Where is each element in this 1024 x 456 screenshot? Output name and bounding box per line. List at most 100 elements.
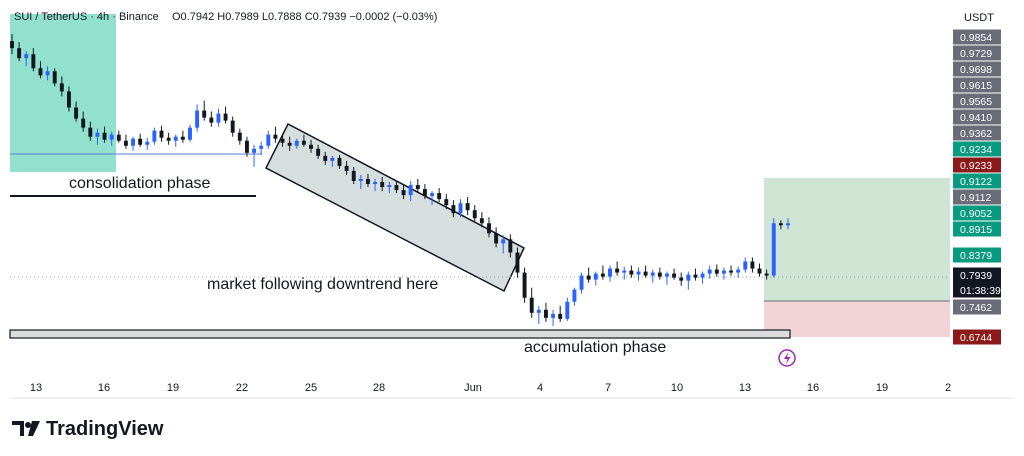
candle [88, 121, 93, 141]
time-axis[interactable]: 13 16 19 22 25 28 Jun 4 7 10 13 16 19 2 [30, 382, 951, 394]
candle [394, 180, 399, 194]
candle-body [244, 140, 249, 153]
x-tick-label: 28 [373, 382, 385, 394]
price-tag-label: 0.8915 [960, 224, 992, 236]
price-tag: 0.7000 [960, 319, 992, 331]
candle [707, 265, 712, 279]
candle-body [536, 309, 541, 313]
x-tick-label: 22 [236, 382, 248, 394]
price-tag-label: 0.9729 [960, 48, 992, 60]
candle [366, 173, 370, 188]
candle [686, 271, 691, 290]
price-tag-label: 0.9362 [960, 128, 992, 140]
candle [750, 257, 755, 273]
candle [287, 136, 292, 151]
candle-body [700, 273, 705, 278]
candle-body [721, 270, 726, 274]
candle-body [223, 113, 228, 121]
price-tag-bg [953, 299, 1001, 315]
x-tick-label: 19 [167, 382, 179, 394]
candle-body [408, 185, 413, 196]
candle-body [102, 132, 107, 140]
candle-body [757, 268, 762, 274]
candle [223, 106, 228, 124]
candle [515, 247, 520, 278]
candle-body [572, 289, 577, 302]
candle [600, 265, 605, 280]
candle [622, 266, 627, 280]
candle [522, 267, 527, 303]
candle-body [17, 48, 22, 59]
candle [430, 191, 434, 206]
candle-body [95, 132, 100, 137]
candle [501, 235, 506, 254]
candle [102, 126, 107, 143]
candle-body [109, 134, 114, 140]
tradingview-logo: TradingView [12, 418, 164, 440]
price-tag-bg [953, 157, 1001, 173]
candle-body [380, 182, 385, 188]
candle [444, 194, 449, 210]
price-tag-label: 0.9112 [960, 192, 991, 204]
candle [401, 185, 406, 200]
candle-body [565, 301, 570, 319]
price-tag-label: 0.9052 [960, 208, 992, 220]
candle-body [195, 110, 200, 128]
candle-body [551, 313, 556, 318]
candle-body [337, 157, 342, 166]
price-tag-label: 0.7000 [960, 319, 992, 331]
candle [195, 104, 200, 132]
candle [237, 128, 242, 145]
accumulation-zone-bar [9, 329, 791, 339]
candle-body [316, 148, 321, 156]
event-marker[interactable] [778, 349, 796, 367]
candle [643, 265, 648, 278]
candle [159, 125, 164, 142]
accumulation-label: accumulation phase [524, 339, 666, 356]
candle-body [714, 269, 719, 274]
candle [657, 267, 662, 280]
candle [636, 267, 641, 281]
candle [458, 199, 463, 218]
candle [109, 131, 114, 146]
candle [244, 136, 249, 157]
candle-body [430, 193, 434, 197]
price-tag-bg [953, 267, 1001, 283]
candle [786, 218, 790, 230]
candle [494, 227, 499, 248]
candle-body [629, 270, 634, 275]
stop-loss-zone [764, 301, 950, 337]
candle [415, 178, 420, 194]
price-tag-label: 0.9233 [960, 160, 992, 172]
price-tag-bg [953, 125, 1001, 141]
price-tag: 0.9615 [953, 77, 1001, 93]
candle [565, 297, 570, 321]
price-tag-bg [953, 329, 1001, 345]
price-tag-label: 0.8379 [960, 250, 992, 262]
candle [629, 265, 634, 278]
candle-body [74, 107, 79, 119]
candle-body [522, 272, 527, 298]
x-tick-label: 4 [537, 382, 543, 394]
candle [743, 257, 748, 273]
candle [145, 137, 150, 150]
candle [280, 133, 285, 147]
candle [301, 134, 306, 147]
candle [529, 287, 534, 318]
candle-body [166, 137, 171, 141]
candle [59, 76, 64, 97]
candle [479, 212, 484, 228]
candle [38, 61, 43, 79]
candle-body [188, 127, 192, 140]
currency-button[interactable] [955, 6, 1001, 28]
candle [700, 271, 705, 284]
candle-body [707, 269, 712, 274]
candle [778, 220, 783, 230]
price-tag-bg [953, 205, 1001, 221]
candle [230, 116, 235, 137]
price-tag-label: 0.9615 [960, 80, 992, 92]
candle-body [52, 71, 57, 84]
candle [123, 134, 128, 149]
candle [17, 42, 22, 62]
candle [45, 66, 50, 81]
